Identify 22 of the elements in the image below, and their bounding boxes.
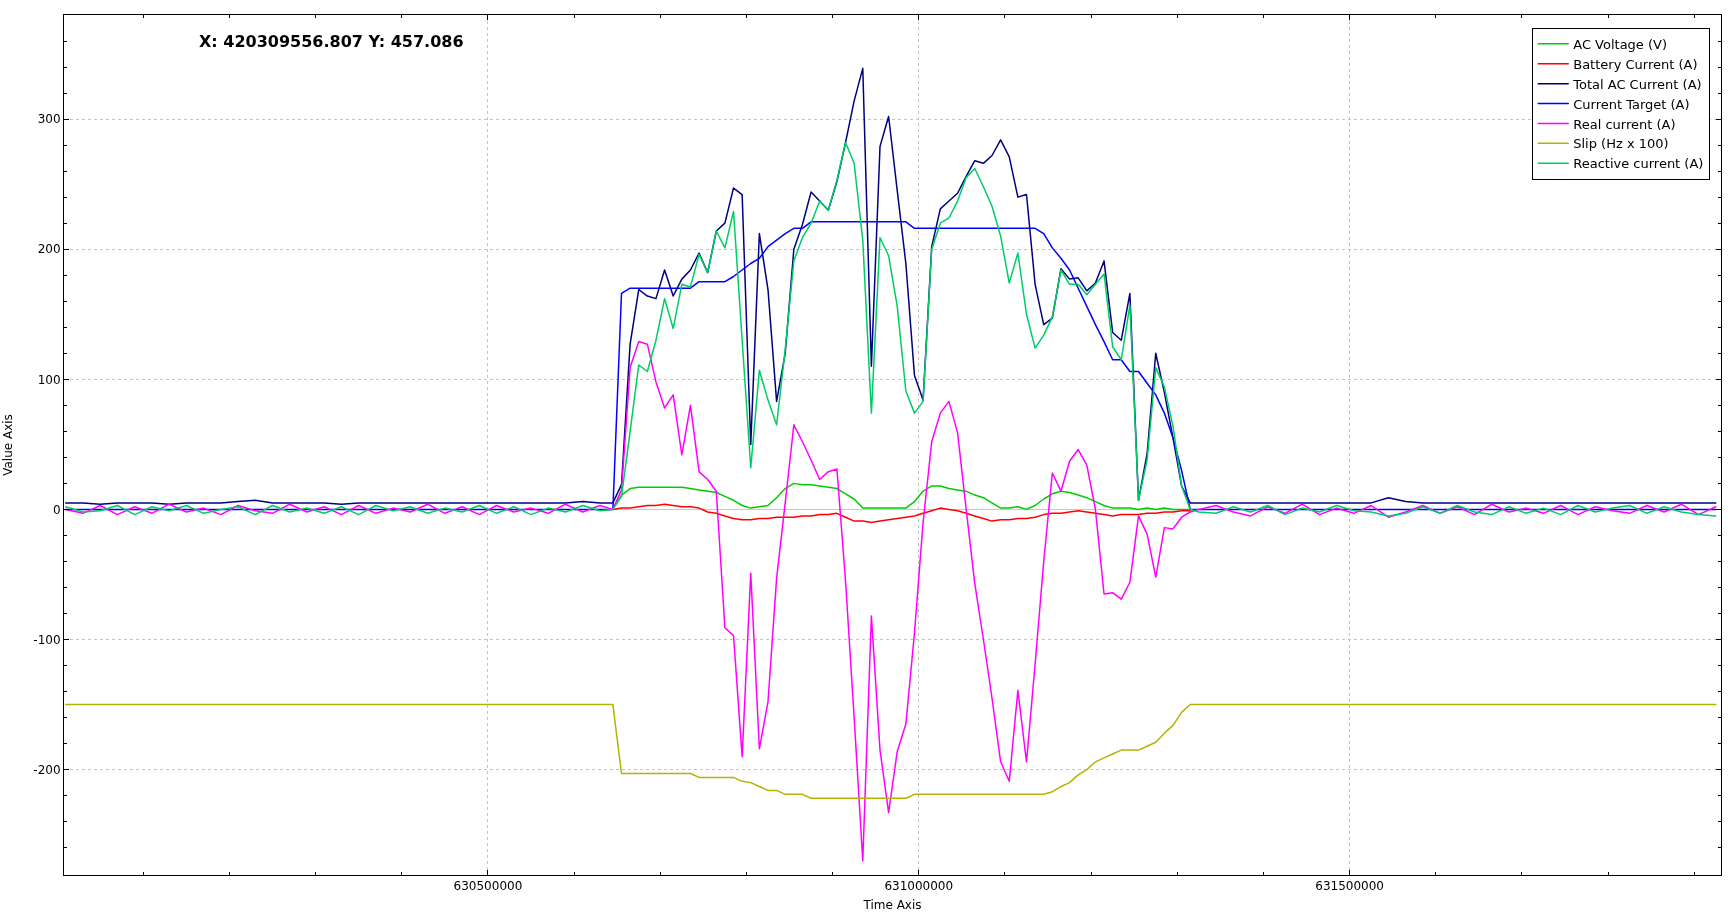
x-tick-label: 631000000 xyxy=(884,879,954,894)
y-tick-label: -200 xyxy=(33,762,61,777)
y-axis-title: Value Axis xyxy=(0,414,15,476)
y-tick-label: 200 xyxy=(37,242,61,257)
y-tick-label: 300 xyxy=(37,112,61,127)
x-tick-label: 631500000 xyxy=(1315,879,1384,894)
annotation: X: 420309556.807 Y: 457.086 xyxy=(199,32,464,51)
line-series xyxy=(612,503,1191,524)
legend-label: AC Voltage (V) xyxy=(1573,36,1668,52)
legend-label: Reactive current (A) xyxy=(1573,156,1704,172)
x-axis-title: Time Axis xyxy=(862,898,922,913)
legend-label: Real current (A) xyxy=(1573,116,1676,132)
legend-label: Current Target (A) xyxy=(1573,96,1690,112)
legend-label: Battery Current (A) xyxy=(1573,56,1698,72)
legend-label: Total AC Current (A) xyxy=(1572,76,1702,92)
legend-label: Slip (Hz x 100) xyxy=(1573,136,1669,152)
line-series xyxy=(64,340,1717,862)
y-tick-label: 100 xyxy=(37,372,61,387)
line-series xyxy=(64,703,1717,799)
x-tick-label: 630500000 xyxy=(453,879,523,894)
y-tick-label: -100 xyxy=(33,632,61,647)
y-tick-label: 0 xyxy=(52,502,61,517)
